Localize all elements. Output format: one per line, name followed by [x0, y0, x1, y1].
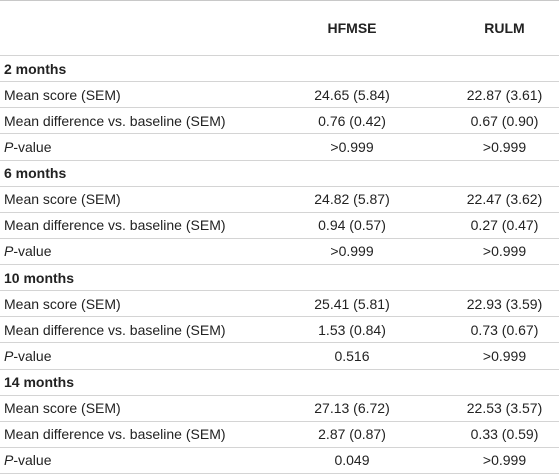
row-label: Mean score (SEM)	[4, 82, 121, 107]
row-label: Mean difference vs. baseline (SEM)	[4, 317, 226, 342]
cell-value: 0.76 (0.42)	[318, 112, 386, 129]
label-italic: P	[4, 347, 14, 364]
row-label: P -value	[4, 134, 51, 159]
row-label: Mean score (SEM)	[4, 187, 121, 212]
cell-value: 24.65 (5.84)	[314, 86, 390, 103]
row-label: Mean score (SEM)	[4, 291, 121, 316]
label-text: Mean difference vs. baseline (SEM)	[4, 112, 226, 129]
cell-value: 27.13 (6.72)	[314, 400, 390, 417]
row-label: Mean difference vs. baseline (SEM)	[4, 422, 226, 447]
data-row: Mean score (SEM) 27.13 (6.72) 22.53 (3.57)	[0, 396, 559, 422]
label-text: -value	[13, 452, 52, 469]
label-text: Mean score (SEM)	[4, 400, 121, 417]
label-text: -value	[13, 243, 52, 260]
cell-value: >0.999	[330, 243, 374, 260]
data-row: Mean score (SEM) 25.41 (5.81) 22.93 (3.59)	[0, 291, 559, 318]
cell-value: >0.999	[482, 138, 527, 155]
column-header: HFMSE	[327, 20, 377, 36]
data-row: Mean score (SEM) 24.65 (5.84) 22.87 (3.61)	[0, 82, 559, 109]
label-text: Mean difference vs. baseline (SEM)	[4, 426, 226, 443]
cell-value: >0.999	[482, 452, 527, 469]
data-row: Mean score (SEM) 24.82 (5.87) 22.47 (3.62)	[0, 187, 559, 213]
cell-value: 0.73 (0.67)	[470, 321, 539, 338]
row-label: Mean difference vs. baseline (SEM)	[4, 213, 226, 238]
section-row: 10 months	[0, 265, 559, 292]
data-row: P -value >0.999 >0.999	[0, 134, 559, 161]
row-label: Mean score (SEM)	[4, 396, 121, 421]
cell-value: 22.47 (3.62)	[466, 191, 543, 208]
cell-value: 0.94 (0.57)	[318, 217, 386, 234]
data-row: Mean difference vs. baseline (SEM) 1.53 (…	[0, 317, 559, 344]
cell-value: 0.67 (0.90)	[470, 112, 539, 129]
data-row: Mean difference vs. baseline (SEM) 2.87 (…	[0, 422, 559, 448]
data-row: P -value 0.516 >0.999	[0, 343, 559, 370]
label-text: -value	[13, 138, 52, 155]
label-text: -value	[13, 347, 52, 364]
label-text: Mean score (SEM)	[4, 86, 121, 103]
label-text: Mean score (SEM)	[4, 191, 121, 208]
cell-value: 0.049	[334, 452, 370, 469]
section-heading: 6 months	[4, 165, 67, 182]
label-italic: P	[4, 243, 14, 260]
label-italic: P	[4, 138, 14, 155]
section-row: 14 months	[0, 370, 559, 396]
cell-value: 0.27 (0.47)	[470, 217, 539, 234]
cell-value: 24.82 (5.87)	[314, 191, 390, 208]
cell-value: 22.53 (3.57)	[466, 400, 543, 417]
section-heading: 10 months	[4, 269, 75, 286]
row-label: Mean difference vs. baseline (SEM)	[4, 108, 226, 133]
section-heading: 2 months	[4, 60, 67, 77]
label-text: Mean score (SEM)	[4, 295, 121, 312]
data-row: Mean difference vs. baseline (SEM) 0.94 (…	[0, 213, 559, 239]
section-row: 2 months	[0, 56, 559, 83]
label-text: Mean difference vs. baseline (SEM)	[4, 217, 226, 234]
cell-value: 1.53 (0.84)	[318, 321, 386, 338]
cell-value: 2.87 (0.87)	[318, 426, 386, 443]
row-label: P -value	[4, 343, 51, 368]
cell-value: >0.999	[482, 243, 527, 260]
label-text: Mean difference vs. baseline (SEM)	[4, 321, 226, 338]
cell-value: 22.87 (3.61)	[466, 86, 543, 103]
cell-value: 0.516	[334, 347, 370, 364]
label-italic: P	[4, 452, 14, 469]
column-header: RULM	[484, 20, 525, 36]
cell-value: 22.93 (3.59)	[466, 295, 543, 312]
row-label: P -value	[4, 448, 51, 473]
row-label: P -value	[4, 239, 51, 264]
cell-value: 0.33 (0.59)	[470, 426, 539, 443]
data-row: P -value >0.999 >0.999	[0, 239, 559, 265]
cell-value: >0.999	[330, 138, 374, 155]
header-row: HFMSE RULM	[0, 1, 559, 56]
section-heading: 14 months	[4, 374, 75, 391]
data-row: Mean difference vs. baseline (SEM) 0.76 (…	[0, 108, 559, 135]
cell-value: 25.41 (5.81)	[314, 295, 390, 312]
cell-value: >0.999	[482, 347, 527, 364]
data-row: P -value 0.049 >0.999	[0, 448, 559, 474]
section-row: 6 months	[0, 161, 559, 187]
